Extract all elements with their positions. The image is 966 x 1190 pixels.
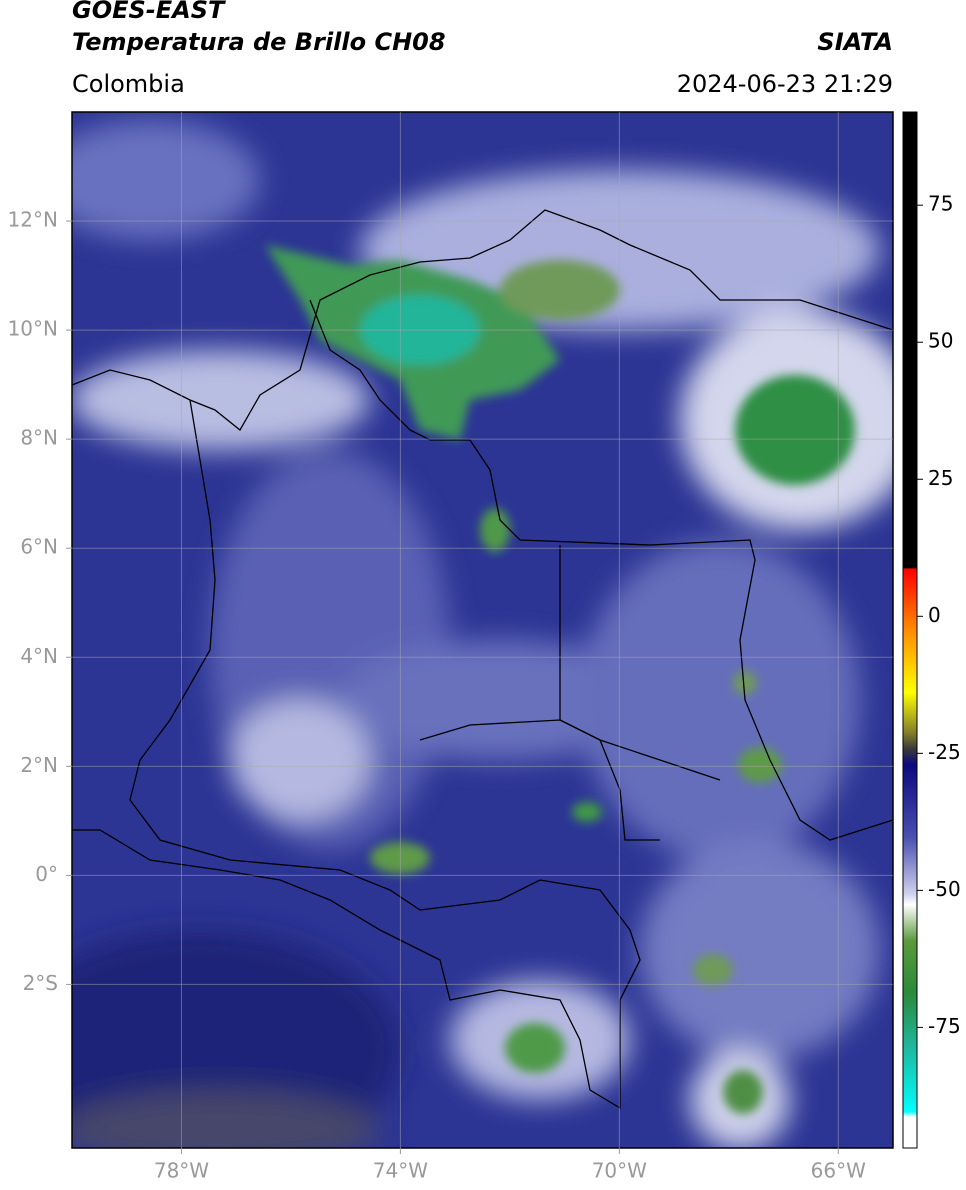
region: Colombia <box>72 70 185 98</box>
title-line1: GOES-EAST <box>72 0 225 24</box>
colorbar-label: -50 <box>928 877 961 901</box>
map-frame <box>71 111 894 1149</box>
title-line2: Temperatura de Brillo CH08 <box>72 28 446 56</box>
y-tick-label: 4°N <box>20 644 58 668</box>
y-tick-label: 8°N <box>20 426 58 450</box>
y-tick-label: 12°N <box>8 208 58 232</box>
colorbar-label: 50 <box>928 329 953 353</box>
y-tick-label: 0° <box>35 862 58 886</box>
y-tick-label: 2°S <box>23 971 58 995</box>
x-tick-label: 74°W <box>373 1159 428 1183</box>
colorbar-label: 25 <box>928 466 953 490</box>
y-tick-label: 10°N <box>8 317 58 341</box>
y-tick-label: 2°N <box>20 753 58 777</box>
satellite-image <box>72 112 893 1148</box>
source: SIATA <box>817 28 893 56</box>
colorbar-label: 75 <box>928 192 953 216</box>
y-tick-label: 6°N <box>20 535 58 559</box>
colorbar-label: -75 <box>928 1014 961 1038</box>
x-tick-label: 78°W <box>154 1159 209 1183</box>
colorbar-label: -25 <box>928 740 961 764</box>
colorbar-label: 0 <box>928 603 941 627</box>
x-tick-label: 70°W <box>592 1159 647 1183</box>
colorbar <box>902 111 918 1149</box>
datetime: 2024-06-23 21:29 <box>676 70 893 98</box>
x-tick-label: 66°W <box>811 1159 866 1183</box>
